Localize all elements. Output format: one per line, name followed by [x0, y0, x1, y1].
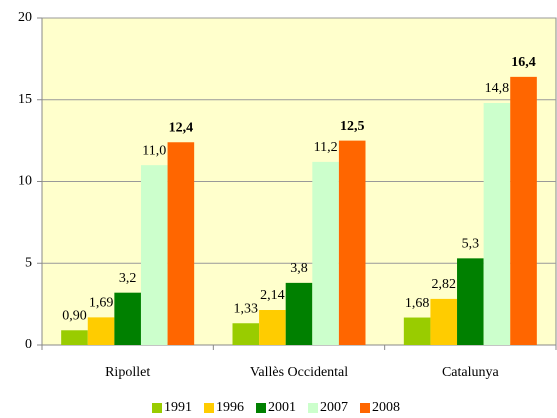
data-label: 2,14 — [260, 288, 285, 303]
bar — [61, 330, 88, 345]
bar — [285, 282, 313, 345]
legend-swatch — [152, 403, 162, 413]
data-label: 1,69 — [89, 296, 114, 311]
x-tick-label: Ripollet — [105, 365, 150, 380]
y-tick-label: 15 — [18, 92, 32, 107]
legend-swatch — [360, 403, 370, 413]
x-tick-label: Catalunya — [442, 365, 500, 380]
data-label: 2,82 — [431, 277, 456, 292]
y-tick-label: 10 — [18, 174, 32, 189]
bar — [483, 103, 511, 346]
data-label: 11,0 — [142, 143, 166, 158]
bar — [114, 292, 141, 345]
bar — [167, 142, 195, 345]
data-label: 12,4 — [169, 120, 194, 135]
y-tick-label: 20 — [18, 10, 32, 25]
y-tick-label: 5 — [25, 255, 32, 270]
bar — [312, 161, 339, 345]
y-tick-label: 0 — [25, 337, 32, 352]
bar — [259, 310, 286, 345]
data-label: 16,4 — [511, 55, 536, 70]
legend-label: 2007 — [320, 400, 348, 415]
bar — [87, 317, 115, 345]
legend-swatch — [308, 403, 318, 413]
data-label: 3,8 — [290, 261, 308, 276]
bar — [510, 76, 537, 346]
data-label: 11,2 — [314, 140, 338, 155]
bar — [140, 165, 168, 345]
legend-label: 2001 — [268, 400, 296, 415]
bar — [403, 317, 431, 345]
data-label: 1,33 — [234, 301, 259, 316]
legend-label: 1996 — [216, 400, 244, 415]
data-label: 5,3 — [462, 237, 480, 252]
legend-label: 2008 — [372, 400, 400, 415]
bar — [232, 323, 260, 345]
legend-swatch — [256, 403, 266, 413]
x-tick-label: Vallès Occidental — [250, 365, 348, 380]
data-label: 12,5 — [340, 119, 365, 134]
data-label: 0,90 — [62, 309, 87, 324]
data-label: 3,2 — [119, 271, 137, 286]
data-label: 1,68 — [405, 296, 430, 311]
data-label: 14,8 — [485, 81, 510, 96]
legend-swatch — [204, 403, 214, 413]
bar — [457, 258, 484, 345]
legend-label: 1991 — [164, 400, 192, 415]
bar — [338, 140, 366, 345]
bar — [430, 298, 458, 345]
